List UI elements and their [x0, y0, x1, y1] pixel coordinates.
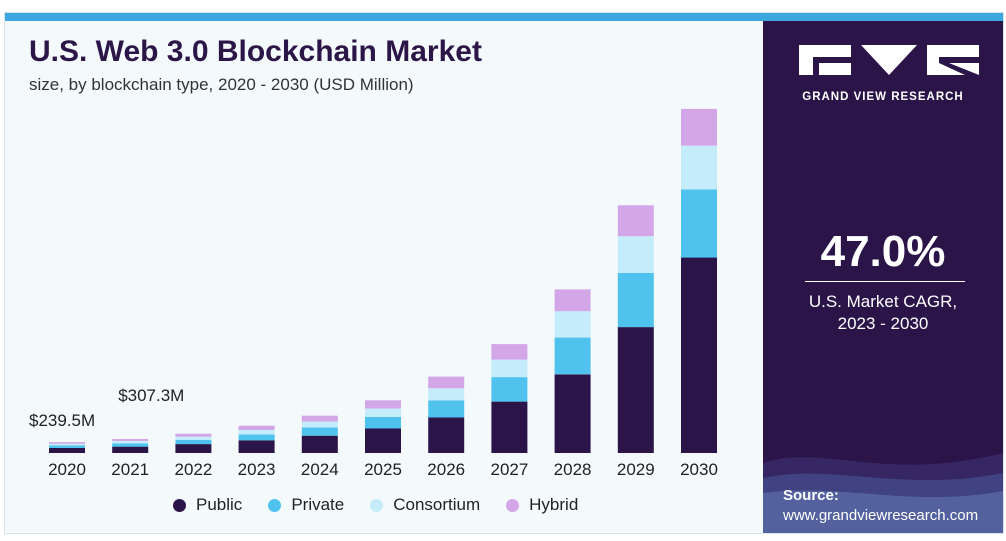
bar-hybrid-2024 [301, 415, 338, 422]
source-label: Source: [783, 487, 839, 504]
bar-public-2030 [681, 257, 717, 453]
x-tick-label: 2022 [174, 460, 212, 479]
chart-legend: Public Private Consortium Hybrid [173, 495, 578, 515]
bar-hybrid-2023 [238, 425, 275, 430]
x-tick-label: 2023 [238, 460, 276, 479]
bar-private-2027 [491, 377, 528, 402]
source-link[interactable]: www.grandviewresearch.com [783, 507, 979, 524]
bar-consortium-2021 [112, 441, 149, 444]
bar-hybrid-2030 [681, 108, 717, 146]
cagr-divider [805, 281, 965, 282]
bar-public-2021 [112, 446, 149, 453]
legend-item-private: Private [268, 495, 344, 515]
bar-consortium-2022 [175, 436, 212, 440]
bar-consortium-2027 [491, 359, 528, 378]
bar-public-2026 [428, 417, 465, 453]
bar-consortium-2025 [365, 408, 401, 417]
brand-name: GRAND VIEW RESEARCH [802, 91, 964, 103]
bar-private-2024 [301, 427, 338, 436]
x-tick-label: 2021 [111, 460, 149, 479]
bar-consortium-2026 [428, 388, 465, 401]
legend-swatch [370, 498, 384, 512]
bar-consortium-2029 [617, 236, 654, 273]
bar-private-2025 [365, 416, 401, 429]
legend-item-public: Public [173, 495, 242, 515]
x-tick-label: 2027 [490, 460, 528, 479]
cagr-value: 47.0% [820, 227, 946, 276]
bar-public-2027 [491, 401, 528, 453]
bar-consortium-2020 [49, 443, 85, 446]
bar-consortium-2023 [238, 430, 275, 435]
cagr-label: U.S. Market CAGR, 2023 - 2030 [763, 291, 1003, 335]
bar-hybrid-2020 [49, 442, 85, 444]
legend-swatch [268, 498, 282, 512]
side-panel: GRAND VIEW RESEARCH 47.0% U.S. Market CA… [763, 21, 1003, 533]
bar-private-2022 [175, 439, 212, 445]
x-tick-label: 2029 [617, 460, 655, 479]
bar-consortium-2024 [301, 421, 338, 428]
legend-item-hybrid: Hybrid [506, 495, 578, 515]
bar-public-2029 [617, 327, 654, 453]
bar-public-2023 [238, 440, 275, 453]
cagr-label-line-1: U.S. Market CAGR, [808, 292, 958, 311]
bar-hybrid-2028 [554, 289, 591, 312]
bar-private-2029 [617, 273, 654, 328]
stacked-bar-chart: 2020 2021 2022 2023 2024 2025 2026 2027 2028 2029… [29, 108, 718, 479]
data-label-2020: $239.5M [29, 411, 95, 430]
wave-decoration [763, 453, 1003, 533]
legend-swatch [506, 498, 520, 512]
bar-public-2022 [175, 444, 212, 453]
chart-card: U.S. Web 3.0 Blockchain Market size, by … [4, 12, 1004, 534]
x-tick-label: 2020 [48, 460, 86, 479]
bar-public-2025 [365, 428, 401, 453]
data-label-2021: $307.3M [118, 386, 184, 405]
x-tick-label: 2026 [427, 460, 465, 479]
bar-hybrid-2026 [428, 376, 465, 389]
bar-hybrid-2029 [617, 205, 654, 237]
bar-private-2030 [681, 189, 717, 258]
legend-label: Public [196, 495, 243, 514]
x-tick-label: 2024 [301, 460, 339, 479]
chart-subtitle: size, by blockchain type, 2020 - 2030 (U… [29, 75, 414, 94]
legend-swatch [173, 498, 186, 512]
bar-hybrid-2022 [175, 433, 212, 437]
x-tick-label: 2025 [364, 460, 402, 479]
bar-private-2023 [238, 434, 275, 441]
legend-item-consortium: Consortium [370, 495, 480, 515]
cagr-label-line-2: 2023 - 2030 [837, 314, 929, 333]
bar-hybrid-2021 [112, 439, 149, 441]
bar-private-2026 [428, 400, 465, 418]
accent-bar [5, 13, 1003, 21]
bar-private-2028 [554, 337, 591, 375]
bar-public-2028 [554, 374, 591, 453]
bar-private-2021 [112, 443, 149, 447]
legend-label: Private [291, 495, 345, 514]
bar-public-2024 [301, 435, 338, 453]
legend-label: Hybrid [529, 495, 579, 514]
chart-title: U.S. Web 3.0 Blockchain Market [29, 35, 482, 68]
x-tick-label: 2030 [680, 460, 718, 479]
legend-label: Consortium [393, 495, 481, 514]
bar-private-2020 [49, 445, 85, 448]
x-tick-label: 2028 [554, 460, 592, 479]
bar-hybrid-2027 [491, 344, 528, 360]
grand-view-research-logo [799, 45, 979, 75]
bar-public-2020 [49, 448, 85, 453]
bar-consortium-2028 [554, 311, 591, 338]
bar-hybrid-2025 [365, 400, 401, 409]
bar-consortium-2030 [681, 145, 717, 190]
